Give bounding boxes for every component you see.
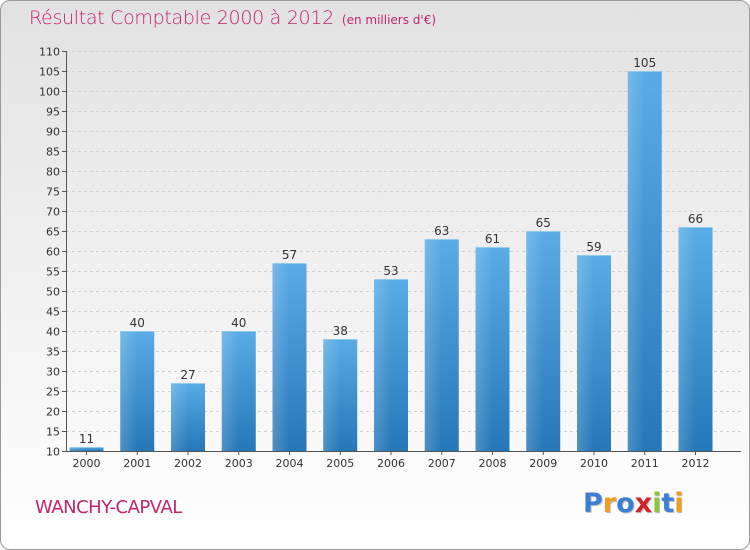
logo-letter: o	[616, 488, 635, 519]
y-tick-label: 50	[46, 286, 60, 299]
logo-letter: i	[652, 488, 662, 519]
bar-highlight	[323, 339, 341, 451]
axes	[62, 51, 741, 455]
bar-value-label: 105	[633, 56, 656, 70]
y-tick-label: 10	[46, 446, 60, 459]
bar-value-label: 40	[130, 316, 145, 330]
bar-value-label: 59	[586, 240, 601, 254]
bar-value-label: 61	[485, 232, 500, 246]
y-tick-label: 100	[39, 86, 60, 99]
bar-highlight	[577, 255, 594, 451]
chart-title-main: Résultat Comptable 2000 à 2012	[29, 7, 334, 29]
bar-highlight	[627, 71, 645, 451]
y-tick-label: 25	[46, 386, 60, 399]
bar-highlight	[475, 247, 493, 451]
logo-letter: i	[674, 488, 684, 519]
bar-value-label: 65	[536, 216, 551, 230]
logo-letter: r	[602, 488, 617, 519]
x-tick-label: 2004	[276, 457, 304, 470]
logo-letter: x	[634, 488, 653, 519]
bars	[69, 71, 713, 451]
bar-value-label: 66	[688, 212, 703, 226]
chart-title-unit: (en milliers d'€)	[341, 13, 437, 27]
logo-letter: P	[583, 488, 603, 519]
commune-name: WANCHY-CAPVAL	[35, 497, 182, 518]
bar-highlight	[678, 227, 696, 451]
x-tick-label: 2010	[580, 457, 608, 470]
bar-highlight	[272, 263, 290, 451]
x-tick-label: 2005	[326, 457, 354, 470]
bar-highlight	[69, 447, 87, 451]
x-tick-label: 2003	[225, 457, 253, 470]
x-tick-label: 2012	[682, 457, 710, 470]
x-tick-label: 2002	[174, 457, 202, 470]
y-tick-label: 40	[46, 326, 60, 339]
bar-value-label: 40	[231, 316, 246, 330]
bar-highlight	[424, 239, 442, 451]
y-tick-label: 15	[46, 426, 60, 439]
y-tick-label: 85	[46, 146, 60, 159]
x-tick-label: 2007	[428, 457, 456, 470]
y-tick-label: 95	[46, 106, 60, 119]
y-tick-label: 80	[46, 166, 60, 179]
x-tick-label: 2001	[123, 457, 151, 470]
bar-value-label: 27	[180, 368, 195, 382]
bar-highlight	[526, 231, 544, 451]
bar-value-label: 53	[383, 264, 398, 278]
y-tick-label: 30	[46, 366, 60, 379]
y-tick-label: 35	[46, 346, 60, 359]
logo-letter: t	[661, 488, 675, 519]
x-tick-label: 2009	[529, 457, 557, 470]
chart-title: Résultat Comptable 2000 à 2012 (en millie…	[29, 7, 436, 29]
y-tick-label: 60	[46, 246, 60, 259]
bar-highlight	[221, 331, 239, 451]
bar-value-label: 57	[282, 248, 297, 262]
y-tick-label: 65	[46, 226, 60, 239]
y-tick-label: 90	[46, 126, 60, 139]
bar-value-label: 38	[333, 324, 348, 338]
x-tick-label: 2000	[73, 457, 101, 470]
y-tick-label: 20	[46, 406, 60, 419]
x-tick-label: 2008	[479, 457, 507, 470]
y-tick-label: 55	[46, 266, 60, 279]
y-tick-label: 45	[46, 306, 60, 319]
y-tick-label: 75	[46, 186, 60, 199]
bar-highlight	[120, 331, 138, 451]
bar-highlight	[374, 279, 391, 451]
bar-value-label: 11	[79, 432, 94, 446]
y-tick-label: 70	[46, 206, 60, 219]
proxiti-logo: Proxiti	[583, 488, 684, 519]
y-tick-label: 110	[39, 46, 60, 59]
bar-highlight	[171, 383, 188, 451]
x-tick-label: 2011	[631, 457, 659, 470]
x-tick-label: 2006	[377, 457, 405, 470]
labels: 10 15 20 25 30 35 40 45 50 55 60 65 70 75 80 85 90 95 100 1…	[39, 46, 710, 471]
bar-value-label: 63	[434, 224, 449, 238]
y-tick-label: 105	[39, 66, 60, 79]
